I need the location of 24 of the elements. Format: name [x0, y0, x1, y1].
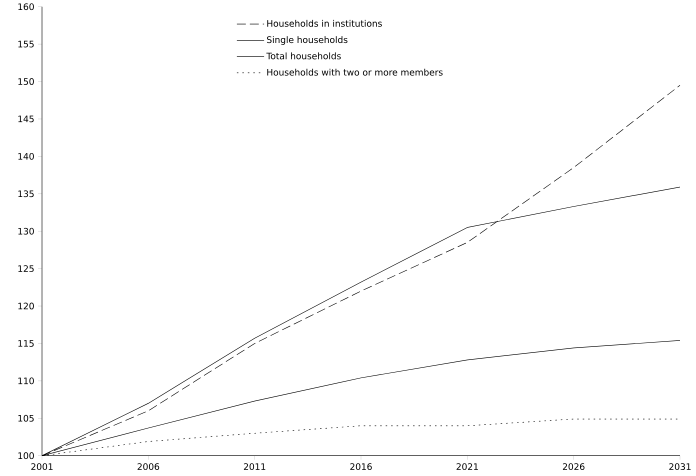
y-tick-label: 100	[18, 452, 34, 460]
x-tick-label: 2021	[456, 463, 478, 470]
x-tick-label: 2016	[350, 463, 372, 470]
y-tick-label: 145	[18, 116, 34, 122]
y-tick-label: 105	[18, 415, 34, 422]
y-tick-label: 140	[18, 153, 34, 160]
legend-label: Households in institutions	[267, 20, 382, 27]
legend-label: Households with two or more members	[267, 68, 443, 76]
x-tick-label: 2026	[562, 463, 585, 470]
x-tick-label: 2011	[244, 463, 266, 470]
y-tick-label: 125	[18, 265, 34, 272]
legend-label: Total households	[266, 52, 341, 60]
y-tick-label: 160	[18, 3, 34, 10]
y-tick-label: 155	[18, 40, 34, 48]
y-tick-label: 150	[18, 78, 34, 86]
y-tick-label: 110	[18, 378, 34, 384]
legend-label: Single households	[266, 36, 348, 45]
x-tick-label: 2006	[138, 463, 160, 470]
y-tick-label: 130	[18, 228, 34, 235]
y-tick-label: 115	[18, 340, 34, 347]
y-tick-label: 120	[18, 302, 34, 310]
x-tick-label: 2001	[31, 463, 53, 470]
x-tick-label: 2031	[669, 463, 691, 470]
y-tick-label: 135	[18, 190, 34, 198]
